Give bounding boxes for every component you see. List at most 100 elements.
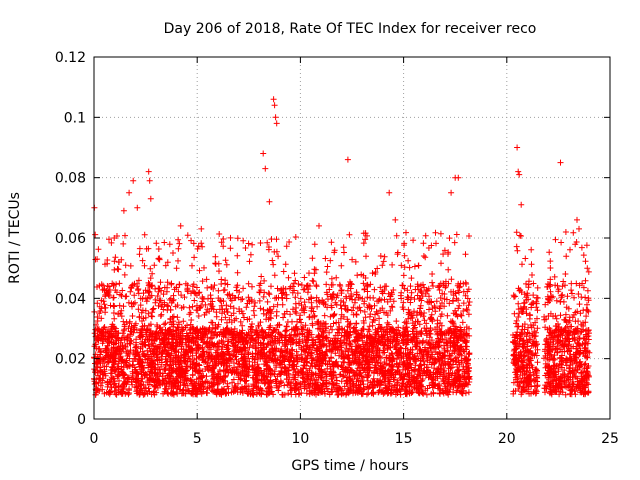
data-point [433,240,439,247]
data-point [150,305,157,312]
data-point [437,295,444,301]
data-point [420,240,427,247]
data-point [122,262,129,269]
data-point [328,239,335,246]
data-point [176,240,183,247]
data-point [400,272,407,279]
data-point [204,390,211,397]
data-point [258,273,265,280]
data-point [448,276,455,283]
data-point [257,240,264,246]
data-point [111,258,118,265]
data-point [322,255,329,262]
data-point [275,253,282,260]
data-point [354,272,361,279]
data-point [243,304,250,311]
data-point [111,315,118,322]
data-point [280,268,287,275]
data-point [111,303,118,310]
data-point [352,258,359,265]
data-point [153,240,160,247]
data-point [189,303,196,310]
data-point [429,279,436,286]
data-point [139,257,146,264]
data-point [190,281,197,288]
data-point [370,375,377,382]
data-point [340,313,347,320]
data-point [286,239,293,245]
data-point [327,257,334,264]
data-point [360,240,367,247]
data-point [533,304,540,311]
data-point [120,240,127,247]
data-point [224,308,231,315]
data-point [129,313,136,319]
data-point [189,371,196,378]
data-point [295,281,302,287]
data-point [241,350,248,357]
data-point [231,325,238,332]
data-point [152,285,159,292]
data-point [465,389,472,396]
data-point [170,250,176,256]
data-point [412,286,419,293]
data-point [95,246,102,253]
data-point [455,305,462,312]
data-point [94,300,101,307]
data-point [127,262,134,269]
data-point [407,283,414,290]
data-point [127,288,134,295]
data-point [439,290,446,297]
data-point [193,284,200,291]
data-point [213,313,220,320]
data-point [344,307,350,314]
data-point [529,272,535,278]
data-point [102,305,108,311]
data-point [191,289,198,296]
data-point [246,258,253,265]
data-point [462,251,469,258]
data-point [459,319,466,326]
data-point [333,319,340,326]
data-point [212,260,219,267]
data-point [136,245,143,252]
data-point [132,299,138,306]
data-point [274,301,281,308]
data-point [227,245,234,252]
data-point [249,241,256,248]
data-point [346,231,353,238]
data-point [218,281,225,287]
data-point [422,254,429,261]
data-point [234,269,241,276]
data-point [429,271,436,277]
data-point [363,253,369,260]
data-point [321,312,328,319]
data-point [223,261,230,268]
data-point [293,304,300,311]
data-point [234,235,241,242]
data-point [141,231,148,238]
data-point [350,304,357,311]
data-point [245,280,252,287]
data-point [291,270,298,277]
data-point [162,320,169,327]
data-point [420,253,427,259]
data-point [336,281,343,288]
data-point [465,311,472,318]
data-point [528,246,535,253]
data-point [279,301,286,308]
data-point [281,382,288,389]
data-point [361,308,368,315]
data-point [114,265,121,272]
data-point [369,270,376,277]
data-point [136,251,143,258]
data-point [273,236,280,243]
data-point [248,328,255,335]
data-point [151,262,158,269]
data-point [534,325,541,332]
data-point [433,298,440,305]
data-point [121,271,128,278]
data-point [92,231,99,238]
data-point [301,274,308,281]
